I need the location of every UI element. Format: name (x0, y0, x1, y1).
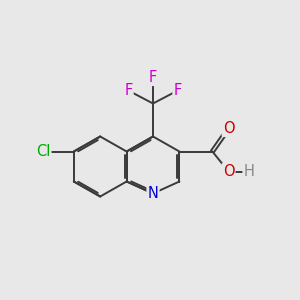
Text: O: O (223, 121, 234, 136)
Text: O: O (223, 164, 234, 179)
Text: N: N (148, 186, 158, 201)
Text: F: F (149, 70, 157, 85)
Text: H: H (244, 164, 254, 179)
Text: Cl: Cl (36, 144, 50, 159)
Text: F: F (173, 83, 182, 98)
Text: F: F (124, 83, 133, 98)
